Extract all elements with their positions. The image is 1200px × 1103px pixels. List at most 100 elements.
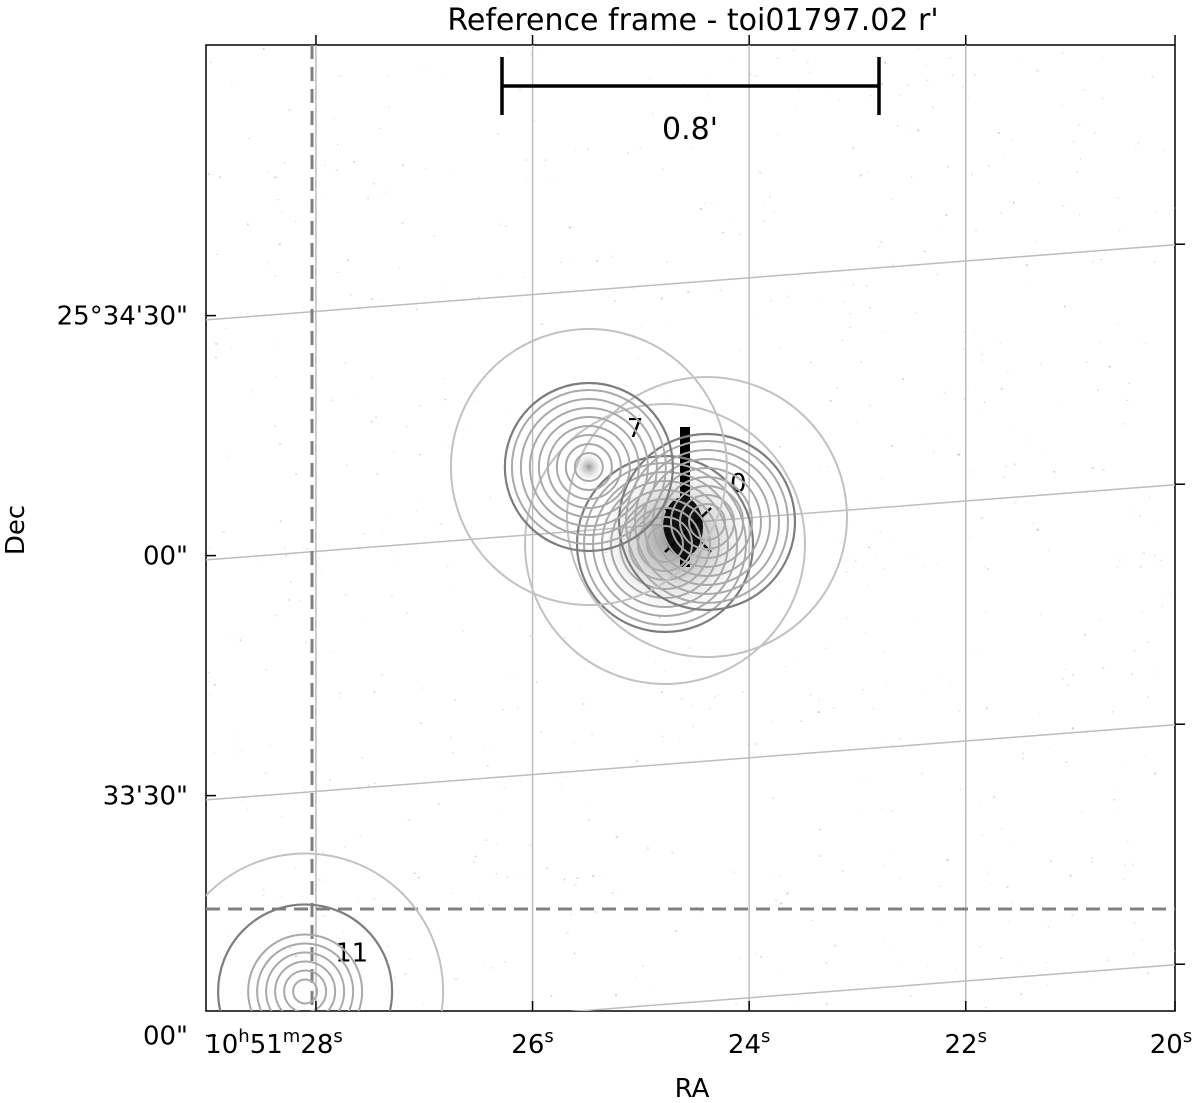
noise-speck: [917, 48, 920, 51]
noise-speck: [1133, 650, 1136, 653]
noise-speck: [488, 904, 490, 906]
noise-speck: [654, 660, 656, 663]
noise-speck: [926, 79, 929, 82]
noise-speck: [360, 970, 363, 972]
noise-speck: [321, 193, 324, 195]
noise-speck: [950, 438, 953, 440]
noise-speck: [987, 568, 990, 570]
noise-speck: [963, 347, 966, 350]
noise-speck: [450, 173, 452, 175]
noise-speck: [418, 405, 421, 407]
noise-speck: [962, 86, 964, 89]
noise-speck: [208, 672, 211, 674]
noise-speck: [1102, 666, 1105, 669]
noise-speck: [1127, 841, 1129, 843]
noise-speck: [313, 79, 317, 82]
noise-speck: [785, 666, 787, 668]
noise-speck: [451, 892, 453, 895]
noise-speck: [1113, 784, 1116, 786]
noise-speck: [825, 961, 828, 965]
noise-speck: [462, 630, 464, 632]
noise-speck: [582, 703, 585, 705]
noise-speck: [1116, 322, 1119, 325]
noise-speck: [663, 248, 665, 250]
noise-speck: [1149, 491, 1151, 493]
noise-speck: [210, 61, 212, 63]
noise-speck: [1021, 752, 1024, 755]
noise-speck: [530, 417, 533, 420]
noise-speck: [563, 637, 566, 639]
noise-speck: [447, 566, 449, 568]
noise-speck: [502, 276, 504, 279]
noise-speck: [841, 870, 844, 872]
noise-speck: [361, 757, 364, 759]
noise-speck: [239, 639, 241, 642]
noise-speck: [672, 430, 675, 432]
aperture-ring: [274, 960, 337, 1011]
noise-speck: [688, 647, 691, 649]
noise-speck: [767, 452, 769, 455]
noise-speck: [640, 326, 642, 329]
annulus-outer: [449, 328, 728, 607]
noise-speck: [808, 71, 812, 74]
noise-speck: [536, 416, 539, 419]
source-label: 0: [730, 469, 747, 499]
noise-speck: [325, 939, 328, 941]
noise-speck: [252, 391, 254, 393]
noise-speck: [872, 707, 875, 710]
noise-speck: [1055, 922, 1056, 924]
noise-speck: [516, 706, 519, 709]
noise-speck: [390, 594, 393, 597]
noise-speck: [1140, 565, 1142, 568]
noise-speck: [792, 49, 795, 52]
noise-speck: [881, 808, 884, 810]
noise-speck: [506, 52, 509, 54]
noise-speck: [1063, 305, 1066, 308]
aperture-ring: [634, 449, 780, 595]
noise-speck: [288, 598, 291, 601]
noise-speck: [778, 347, 781, 349]
noise-speck: [417, 500, 420, 502]
noise-speck: [917, 507, 920, 509]
noise-speck: [592, 874, 595, 877]
noise-speck: [376, 198, 379, 200]
noise-speck: [496, 844, 499, 846]
noise-speck: [735, 1002, 738, 1005]
noise-speck: [890, 847, 892, 850]
noise-speck: [732, 61, 735, 63]
aperture-outer: [503, 381, 674, 553]
noise-speck: [1014, 502, 1017, 504]
noise-speck: [502, 811, 505, 814]
noise-speck: [1126, 399, 1129, 401]
noise-speck: [1024, 445, 1027, 447]
noise-speck: [636, 672, 639, 675]
noise-speck: [266, 263, 270, 265]
noise-speck: [671, 852, 673, 854]
noise-speck: [1079, 158, 1082, 160]
aperture-ring: [546, 425, 631, 510]
noise-speck: [568, 226, 571, 229]
noise-speck: [1098, 342, 1102, 344]
noise-speck: [894, 542, 897, 544]
noise-speck: [1019, 964, 1021, 966]
noise-speck: [476, 400, 479, 403]
noise-speck: [1153, 554, 1156, 557]
noise-speck: [322, 851, 324, 854]
noise-speck: [1153, 261, 1156, 263]
noise-speck: [274, 176, 277, 179]
grid-line-dec: [569, 964, 1175, 1011]
noise-speck: [370, 298, 373, 300]
noise-speck: [1020, 62, 1022, 64]
noise-speck: [216, 253, 219, 255]
x-tick-label: 20s: [1150, 1026, 1192, 1060]
noise-speck: [375, 472, 379, 475]
noise-speck: [416, 308, 418, 311]
noise-speck: [973, 330, 975, 332]
noise-speck: [864, 499, 867, 501]
noise-speck: [401, 222, 404, 224]
noise-speck: [375, 416, 378, 418]
noise-speck: [868, 306, 871, 309]
noise-speck: [776, 57, 779, 60]
noise-speck: [1132, 863, 1134, 866]
noise-speck: [763, 204, 766, 206]
